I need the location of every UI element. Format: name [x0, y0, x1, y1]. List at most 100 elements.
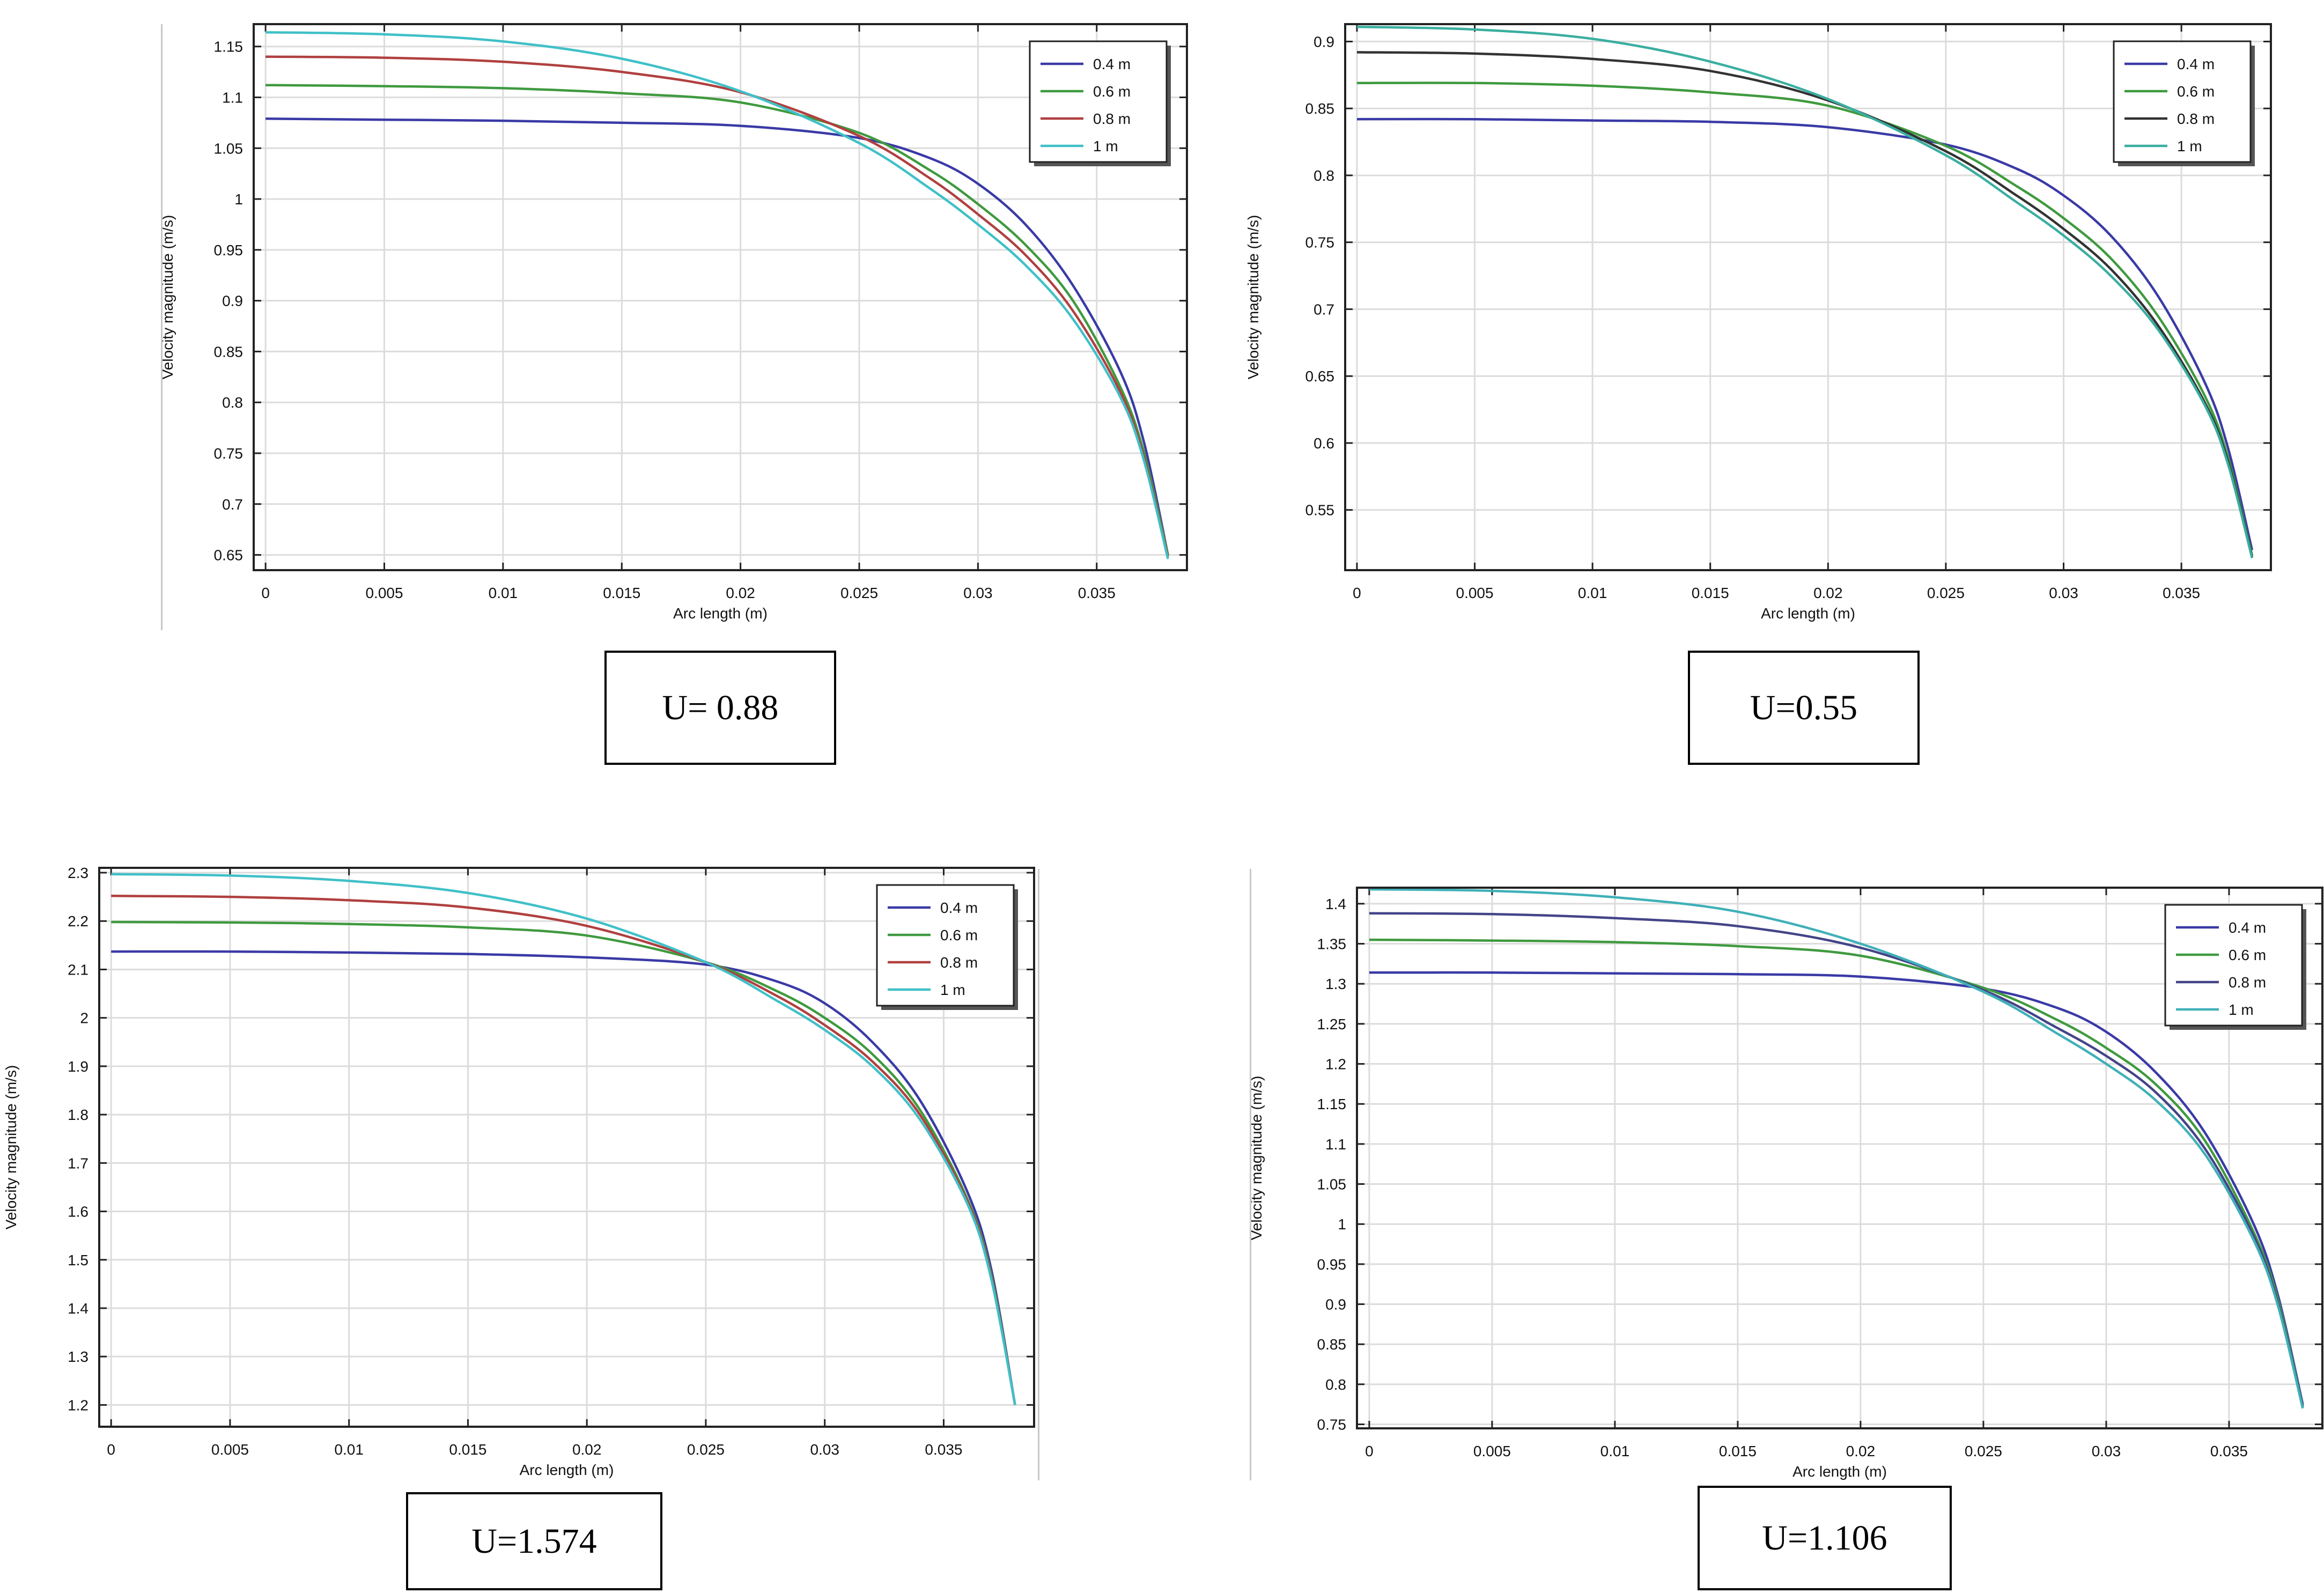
y-tick-label: 0.9	[222, 293, 243, 309]
x-tick-label: 0.03	[2049, 585, 2078, 601]
y-tick-label: 0.65	[1305, 368, 1335, 385]
x-tick-label: 0.035	[2163, 585, 2200, 601]
legend-label: 0.6 m	[2229, 947, 2266, 963]
legend-box	[1029, 40, 1168, 163]
legend-label: 0.4 m	[2229, 919, 2266, 936]
plot-frame	[1356, 887, 2323, 1429]
caption-box-bottom-right: U=1.106	[1698, 1486, 1952, 1590]
y-tick-label: 1.05	[1317, 1176, 1347, 1193]
x-tick-label: 0.03	[810, 1441, 839, 1458]
x-tick-label: 0.02	[1813, 585, 1843, 601]
left-divider-bottom-right	[1250, 869, 1251, 1480]
caption-top-right: U=0.55	[1750, 688, 1858, 727]
y-tick-label: 0.7	[222, 496, 243, 513]
series-line-0-4-m	[1369, 971, 2304, 1405]
legend-label: 1 m	[940, 982, 965, 998]
plot-frame	[1344, 23, 2272, 571]
x-tick-label: 0.035	[1078, 585, 1116, 601]
y-tick-label: 0.75	[214, 445, 244, 462]
left-divider-top	[161, 24, 163, 630]
x-axis-label: Arc length (m)	[520, 1462, 614, 1478]
y-tick-label: 0.85	[1317, 1336, 1347, 1353]
y-tick-label: 0.8	[1314, 167, 1334, 184]
legend-label: 0.6 m	[2177, 83, 2215, 100]
series-line-0-4-m	[1356, 117, 2254, 551]
y-tick-label: 2.1	[68, 961, 88, 978]
y-tick-label: 0.95	[1317, 1256, 1347, 1273]
y-tick-label: 0.65	[214, 547, 244, 564]
series-line-0-8-m	[1369, 912, 2304, 1407]
x-tick-label: 0	[1353, 585, 1361, 601]
x-tick-label: 0.005	[365, 585, 403, 601]
legend-label: 0.6 m	[1093, 83, 1131, 100]
series-line-1-m	[111, 873, 1016, 1405]
y-tick-label: 2.3	[68, 865, 88, 881]
x-tick-label: 0.025	[840, 585, 878, 601]
x-tick-label: 0.035	[925, 1441, 962, 1458]
y-tick-label: 2	[80, 1010, 88, 1027]
y-tick-label: 1.2	[1325, 1056, 1346, 1073]
legend-label: 1 m	[2177, 138, 2202, 154]
y-tick-label: 1.6	[68, 1204, 88, 1220]
series-line-0-4-m	[265, 117, 1169, 556]
legend-label: 0.6 m	[940, 927, 978, 943]
x-tick-label: 0.03	[2092, 1443, 2121, 1459]
y-tick-label: 1.5	[68, 1252, 88, 1268]
legend-label: 0.8 m	[2229, 974, 2266, 991]
y-tick-label: 1.1	[1325, 1136, 1346, 1153]
x-tick-label: 0.01	[1578, 585, 1607, 601]
chart-tr: 0 0.005 0.01 0.015 0.02 0.025 0.03 0.035 0.55 0.6…	[1245, 23, 2272, 622]
series-line-1-m	[1356, 25, 2254, 559]
y-tick-label: 1	[1338, 1216, 1346, 1233]
series-line-0-4-m	[111, 950, 1016, 1405]
x-tick-label: 0.005	[211, 1441, 249, 1458]
x-tick-label: 0.01	[334, 1441, 364, 1458]
legend-label: 1 m	[2229, 1001, 2254, 1018]
legend-box	[2113, 40, 2252, 163]
x-tick-label: 0	[261, 585, 270, 601]
x-tick-label: 0.015	[449, 1441, 486, 1458]
series-line-1-m	[265, 31, 1169, 559]
x-tick-label: 0.035	[2210, 1443, 2248, 1459]
caption-bottom-left: U=1.574	[471, 1521, 597, 1561]
chart-br: 0 0.005 0.01 0.015 0.02 0.025 0.03 0.035 0.75 0.8…	[1248, 887, 2323, 1480]
y-axis-label: Velocity magnitude (m/s)	[1245, 215, 1261, 380]
y-tick-label: 0.55	[1305, 502, 1335, 519]
y-tick-label: 1.7	[68, 1155, 88, 1171]
legend-label: 0.8 m	[2177, 110, 2215, 127]
x-tick-label: 0.015	[1719, 1443, 1757, 1459]
right-divider-bottom-left	[1038, 869, 1039, 1480]
x-tick-label: 0	[1365, 1443, 1374, 1459]
legend-label: 0.8 m	[940, 954, 978, 971]
series-line-0-8-m	[1356, 51, 2254, 557]
legend-label: 0.4 m	[1093, 56, 1131, 72]
y-tick-label: 1.3	[68, 1348, 88, 1365]
y-tick-label: 1.4	[1325, 896, 1346, 912]
x-tick-label: 0.03	[963, 585, 993, 601]
y-tick-label: 0.75	[1317, 1417, 1347, 1433]
y-tick-label: 1.15	[1317, 1096, 1347, 1112]
y-tick-label: 0.9	[1325, 1296, 1346, 1313]
chart-bl: 0 0.005 0.01 0.015 0.02 0.025 0.03 0.035 1.2 1.3 1…	[3, 865, 1035, 1478]
legend-label: 0.8 m	[1093, 110, 1131, 127]
x-axis-label: Arc length (m)	[1761, 605, 1855, 622]
y-tick-label: 1.8	[68, 1107, 88, 1123]
caption-bottom-right: U=1.106	[1762, 1518, 1887, 1558]
y-tick-label: 1.25	[1317, 1016, 1347, 1032]
x-tick-label: 0.005	[1456, 585, 1494, 601]
y-tick-label: 2.2	[68, 913, 88, 930]
x-tick-label: 0.01	[1600, 1443, 1630, 1459]
legend-box	[876, 884, 1015, 1007]
caption-top-left: U= 0.88	[662, 688, 779, 727]
y-tick-label: 1.3	[1325, 976, 1346, 992]
y-tick-label: 0.9	[1314, 33, 1334, 50]
y-tick-label: 0.8	[222, 394, 243, 411]
caption-box-top-left: U= 0.88	[604, 651, 836, 765]
series-line-0-6-m	[265, 84, 1169, 556]
x-tick-label: 0.025	[1965, 1443, 2002, 1459]
legend-box	[2164, 904, 2303, 1027]
x-tick-label: 0.015	[1692, 585, 1729, 601]
x-tick-label: 0.005	[1473, 1443, 1511, 1459]
series-line-0-6-m	[1356, 82, 2254, 556]
